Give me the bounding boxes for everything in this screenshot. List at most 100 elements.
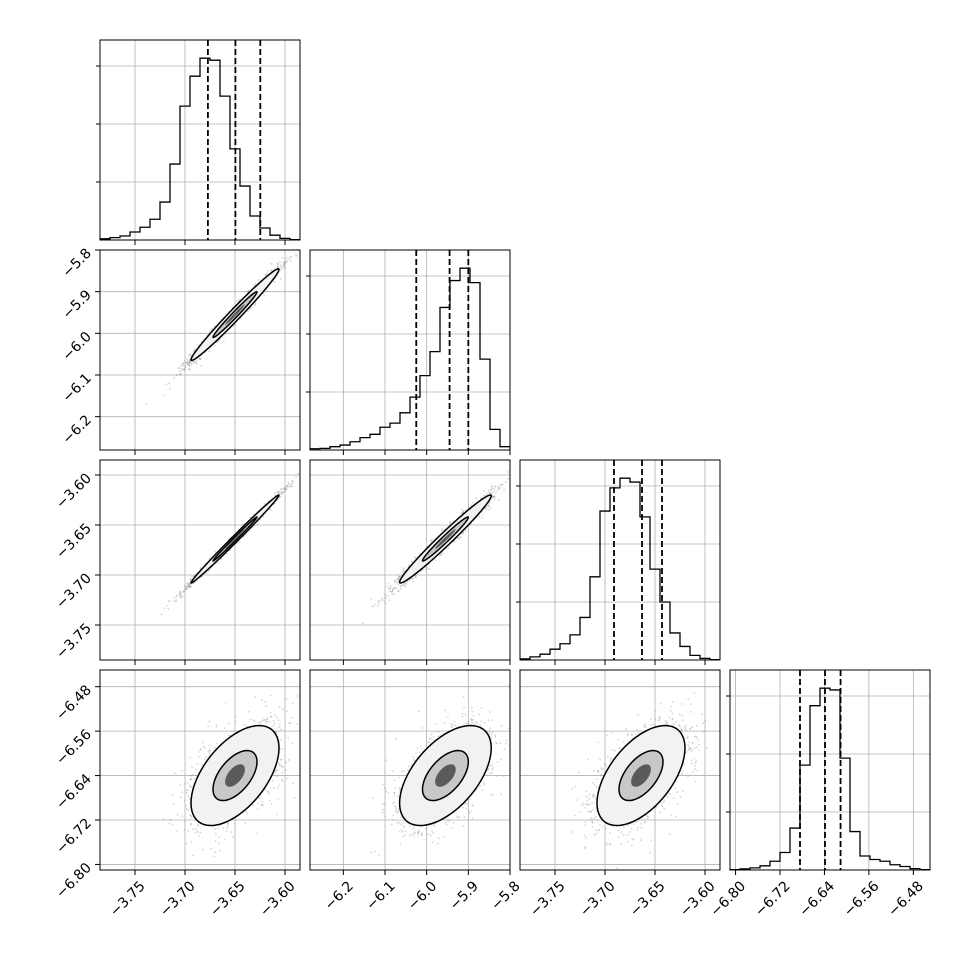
sample-point (290, 255, 293, 258)
sample-point (183, 369, 186, 371)
sample-point (414, 576, 417, 579)
sample-point (187, 363, 190, 365)
sample-point (282, 487, 285, 490)
sample-point (188, 585, 191, 587)
sample-point (188, 362, 190, 365)
sample-point (483, 490, 486, 493)
sample-point (431, 538, 434, 541)
sample-point (211, 327, 214, 330)
sample-point (377, 601, 380, 604)
sample-point (256, 523, 259, 526)
sample-point (283, 262, 285, 265)
sample-point (168, 387, 171, 390)
sample-point (439, 554, 442, 556)
contour-86 (190, 494, 280, 584)
sample-point (197, 344, 200, 346)
sample-point (216, 341, 218, 344)
sample-point (279, 261, 281, 264)
sample-point (216, 341, 219, 343)
sample-point (181, 364, 184, 367)
sample-point (274, 491, 277, 494)
sample-point (168, 600, 171, 603)
sample-point (183, 360, 186, 362)
sample-point (399, 585, 402, 588)
sample-point (179, 372, 182, 375)
sample-point (189, 585, 191, 587)
sample-point (201, 575, 204, 578)
sample-point (189, 355, 192, 358)
sample-point (178, 367, 180, 370)
sample-point (208, 329, 211, 332)
sample-point (279, 278, 282, 281)
sample-point (282, 266, 285, 268)
sample-point (184, 366, 187, 369)
sample-point (251, 306, 254, 309)
sample-point (198, 357, 201, 360)
sample-point (392, 589, 394, 591)
sample-point (291, 483, 294, 485)
sample-point (430, 539, 432, 542)
sample-point (282, 264, 285, 267)
sample-point (188, 585, 191, 588)
sample-point (384, 602, 387, 605)
sample-point (226, 552, 228, 555)
sample-point (145, 402, 148, 405)
sample-point (390, 590, 393, 593)
sample-point (284, 262, 287, 265)
sample-point (493, 485, 496, 488)
sample-point (184, 585, 187, 588)
sample-point (266, 272, 268, 274)
sample-point (270, 269, 273, 272)
sample-point (189, 578, 192, 581)
sample-point (291, 485, 294, 488)
sample-point (485, 493, 488, 495)
sample-point (165, 383, 168, 386)
sample-point (493, 487, 496, 490)
sample-point (512, 472, 514, 474)
sample-point (195, 360, 198, 362)
sample-point (182, 368, 185, 370)
sample-point (179, 592, 182, 595)
sample-point (178, 594, 181, 596)
sample-point (403, 584, 406, 587)
sample-point (453, 540, 456, 543)
sample-point (286, 485, 289, 488)
sample-point (397, 583, 400, 586)
sample-point (277, 490, 280, 493)
sample-point (370, 598, 373, 601)
sample-point (182, 589, 185, 592)
sample-point (441, 527, 444, 530)
sample-point (207, 569, 210, 572)
sample-point (238, 299, 241, 302)
sample-point (183, 585, 186, 588)
sample-point (187, 583, 190, 586)
sample-point (284, 487, 287, 490)
sample-point (410, 560, 413, 563)
sample-point (284, 260, 287, 263)
sample-point (218, 339, 221, 341)
sample-point (371, 605, 374, 608)
panels-layer (95, 39, 931, 875)
sample-point (188, 586, 191, 589)
sample-point (178, 592, 181, 595)
sample-point (259, 518, 262, 521)
sample-point (424, 568, 427, 571)
sample-point (503, 488, 505, 491)
sample-point (284, 486, 287, 488)
sample-point (181, 363, 184, 366)
sample-point (160, 613, 163, 616)
sample-point (280, 264, 282, 267)
sample-point (449, 522, 452, 524)
sample-point (377, 604, 379, 607)
sample-point (188, 584, 190, 587)
sample-point (494, 485, 497, 488)
sample-point (249, 516, 252, 519)
sample-point (297, 472, 300, 475)
sample-point (209, 556, 211, 559)
sample-point (222, 340, 225, 343)
sample-point (188, 582, 190, 585)
sample-point (289, 256, 291, 259)
sample-point (278, 496, 281, 498)
sample-point (189, 353, 191, 356)
sample-point (282, 261, 285, 264)
